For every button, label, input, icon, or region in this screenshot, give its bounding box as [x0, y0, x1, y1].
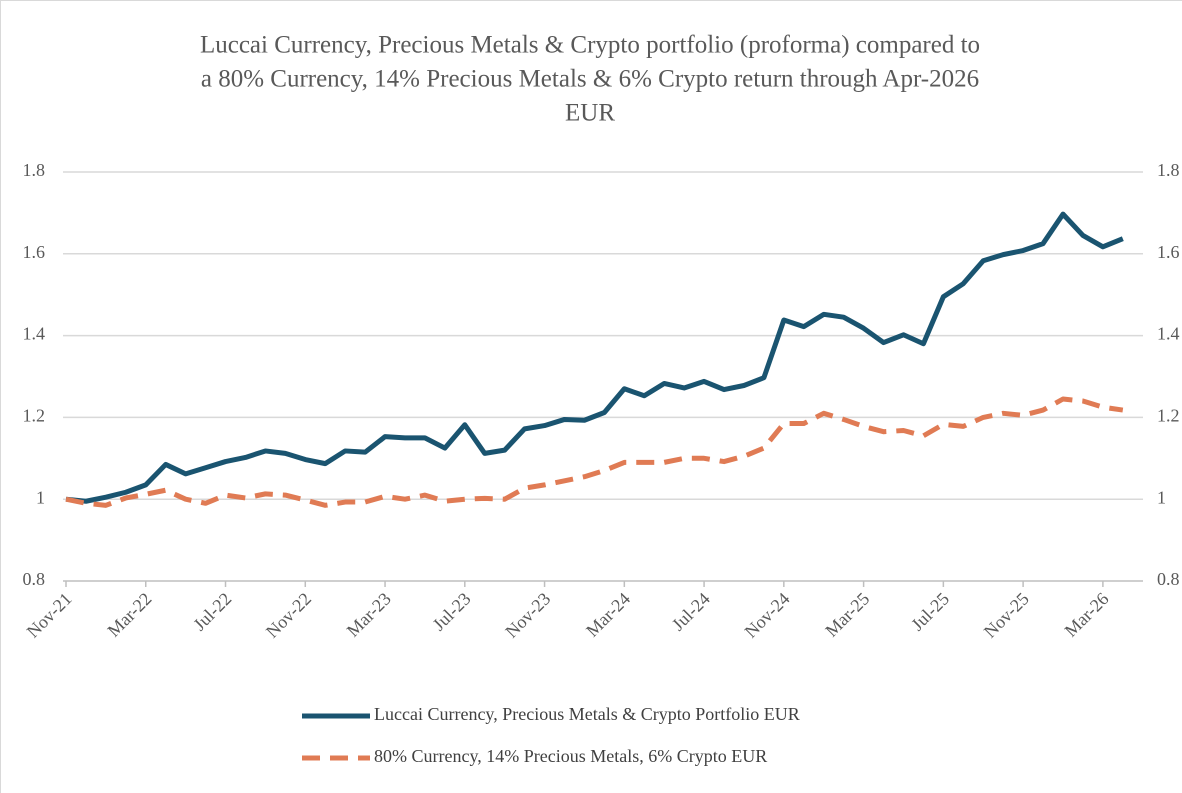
- y-tick-label: 1: [36, 487, 45, 507]
- y2-tick-label: 1.2: [1157, 406, 1180, 426]
- x-tick-label: Jul-23: [429, 589, 475, 635]
- x-tick-label: Mar-25: [821, 589, 873, 641]
- y2-tick-label: 1: [1157, 487, 1166, 507]
- legend-label: 80% Currency, 14% Precious Metals, 6% Cr…: [374, 746, 767, 766]
- x-tick-label: Nov-25: [980, 589, 1033, 642]
- x-tick-label: Mar-22: [103, 589, 155, 641]
- x-tick-label: Jul-25: [907, 589, 953, 635]
- x-tick-label: Nov-21: [23, 589, 76, 642]
- y-tick-label: 1.6: [23, 242, 46, 262]
- legend-label: Luccai Currency, Precious Metals & Crypt…: [374, 704, 800, 724]
- y-tick-label: 1.8: [23, 160, 46, 180]
- x-tick-label: Mar-26: [1061, 589, 1113, 641]
- x-tick-label: Jul-22: [189, 589, 235, 635]
- chart-title: EUR: [565, 100, 615, 127]
- y2-tick-label: 0.8: [1157, 569, 1180, 589]
- y-tick-label: 1.4: [23, 324, 46, 344]
- y-tick-label: 1.2: [23, 406, 46, 426]
- x-tick-label: Jul-24: [668, 589, 714, 635]
- series-line: [65, 396, 1124, 508]
- y2-tick-label: 1.6: [1157, 242, 1180, 262]
- x-tick-label: Mar-24: [582, 589, 634, 641]
- x-tick-label: Nov-24: [741, 589, 794, 642]
- y-tick-label: 0.8: [23, 569, 46, 589]
- y2-tick-label: 1.8: [1157, 160, 1180, 180]
- x-tick-label: Mar-23: [343, 589, 395, 641]
- series-line: [65, 211, 1124, 504]
- chart-title: Luccai Currency, Precious Metals & Crypt…: [200, 32, 980, 59]
- y2-tick-label: 1.4: [1157, 324, 1180, 344]
- chart-title: a 80% Currency, 14% Precious Metals & 6%…: [201, 66, 979, 93]
- x-tick-label: Nov-22: [262, 589, 315, 642]
- x-tick-label: Nov-23: [501, 589, 554, 642]
